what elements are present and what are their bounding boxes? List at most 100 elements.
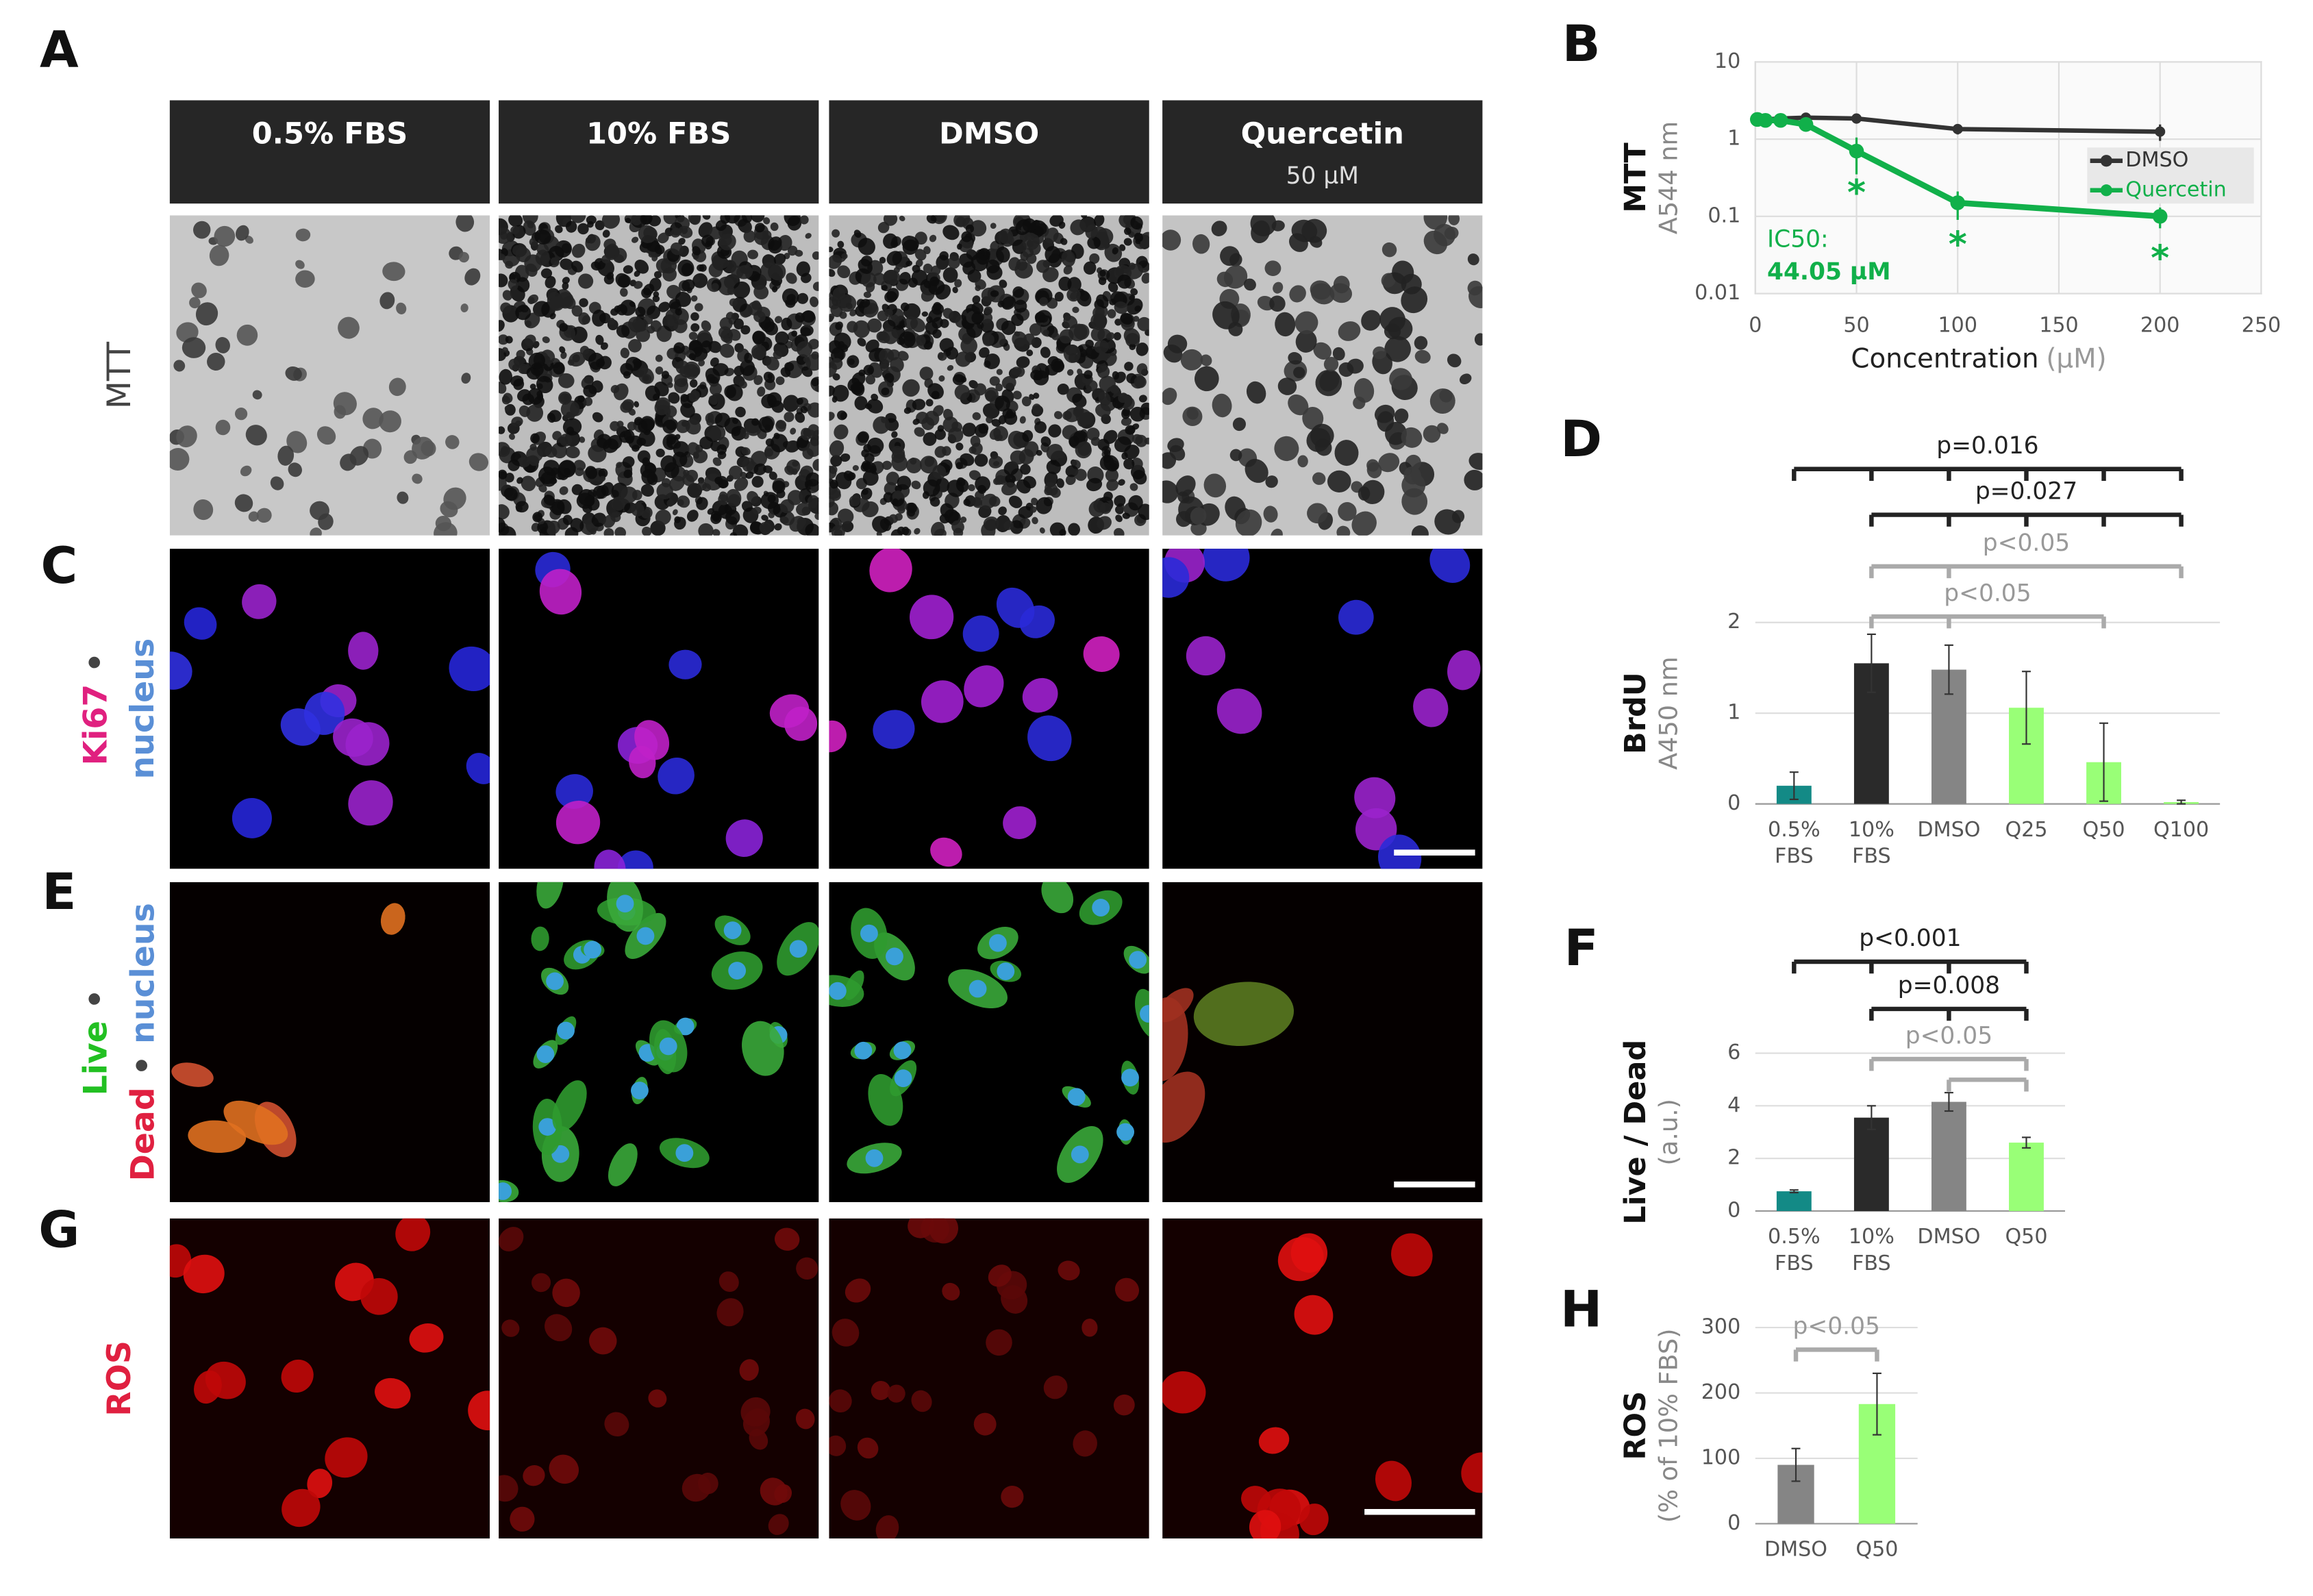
cell <box>1031 497 1038 506</box>
cell <box>499 526 516 536</box>
cell <box>1008 430 1026 449</box>
cell <box>537 521 549 534</box>
cell <box>632 445 640 452</box>
cell <box>1063 315 1078 329</box>
cell <box>1014 331 1021 337</box>
cell <box>1175 475 1196 497</box>
cell <box>1294 1295 1334 1335</box>
cell <box>1090 436 1101 446</box>
nucleus <box>860 924 878 943</box>
cell <box>1358 486 1371 501</box>
cell <box>1394 408 1409 424</box>
cell <box>795 1408 815 1430</box>
cell <box>632 358 642 369</box>
cell <box>810 501 816 509</box>
cell <box>796 1257 818 1280</box>
cell <box>962 615 999 652</box>
cell <box>1132 434 1143 445</box>
nucleus <box>1071 1145 1089 1164</box>
cell <box>1162 1371 1206 1414</box>
cell <box>772 480 786 494</box>
cell <box>1246 381 1266 404</box>
cell <box>360 1277 398 1315</box>
cell <box>571 243 586 258</box>
cell <box>811 351 819 360</box>
cell <box>925 399 934 407</box>
cell <box>1459 373 1472 385</box>
cell <box>744 352 753 364</box>
cell <box>1240 1486 1271 1513</box>
nucleus <box>1092 899 1110 917</box>
cell <box>1039 297 1049 306</box>
cell <box>668 392 680 404</box>
data-point <box>1798 116 1814 132</box>
cell <box>768 236 782 251</box>
cell <box>726 488 742 507</box>
cell <box>1003 520 1014 530</box>
cell <box>1021 396 1032 407</box>
cell <box>1022 429 1034 442</box>
cell <box>505 473 514 483</box>
cell <box>656 482 673 499</box>
cell <box>835 472 852 490</box>
panel-label: F <box>1564 919 1599 977</box>
cell <box>1180 349 1203 371</box>
cell <box>502 290 512 301</box>
cell <box>551 501 565 516</box>
cell <box>724 385 736 399</box>
x-axis-title-text: Concentration <box>1851 343 2038 374</box>
cell <box>1192 234 1210 254</box>
cell <box>623 429 635 443</box>
cell <box>1063 265 1073 275</box>
cell <box>1162 557 1190 598</box>
cell <box>1291 219 1318 242</box>
cell <box>829 465 838 474</box>
cell <box>499 504 510 520</box>
cell <box>834 332 851 351</box>
cell <box>1313 342 1331 360</box>
cell <box>1464 469 1483 490</box>
cell <box>984 387 999 401</box>
cell <box>1114 301 1129 314</box>
cell <box>693 276 700 283</box>
cell <box>1338 321 1361 341</box>
cell <box>1057 450 1065 458</box>
cell <box>682 474 695 486</box>
cell <box>810 296 819 308</box>
cell <box>1232 417 1247 432</box>
cell <box>508 358 520 371</box>
cell <box>1087 236 1101 249</box>
significance-marker: * <box>1847 173 1866 214</box>
micrograph-bg <box>829 1218 1149 1539</box>
panel-label: H <box>1560 1281 1602 1339</box>
cell <box>616 462 622 469</box>
cell <box>510 225 520 234</box>
cell <box>996 246 1010 263</box>
cell <box>1162 388 1177 406</box>
cell <box>506 236 514 242</box>
cell <box>925 321 938 335</box>
cell <box>938 375 945 382</box>
cell <box>1216 688 1262 734</box>
cell <box>559 486 568 495</box>
cell <box>1223 264 1248 289</box>
cell <box>1200 354 1212 366</box>
cell <box>1423 425 1441 443</box>
cell <box>542 336 550 343</box>
cell <box>564 468 571 475</box>
cell <box>752 331 766 345</box>
y-tick-label: 2 <box>1727 610 1740 634</box>
cell <box>727 286 736 295</box>
annotation: 44.05 µM <box>1767 258 1891 286</box>
x-tick-label: DMSO <box>1917 818 1980 842</box>
cell <box>914 527 921 535</box>
micrograph <box>169 549 490 869</box>
cell <box>1099 502 1112 514</box>
cell <box>501 1319 520 1337</box>
cell <box>1032 516 1038 525</box>
cell <box>1094 215 1105 227</box>
column-subtitle: 50 µM <box>1286 162 1359 190</box>
cell <box>742 1021 784 1076</box>
cell <box>620 362 634 376</box>
cell <box>771 400 784 413</box>
